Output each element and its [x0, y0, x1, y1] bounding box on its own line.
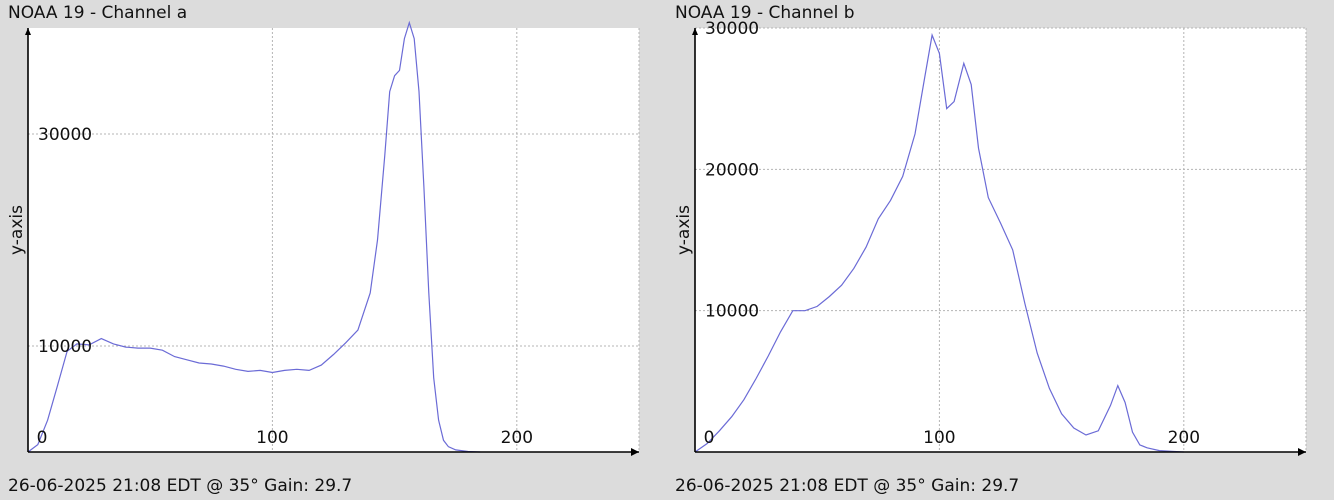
chart-b-plot-area [695, 28, 1306, 452]
chart-a-x-tick-label: 100 [256, 428, 288, 448]
chart-b-y-axis-label: y-axis [674, 205, 694, 255]
chart-b-footer: 26-06-2025 21:08 EDT @ 35° Gain: 29.7 [675, 476, 1020, 496]
chart-a-series-line [27, 20, 481, 453]
chart-a-x-tick-label: 0 [37, 428, 48, 448]
chart-b-y-tick-label: 10000 [705, 302, 759, 322]
chart-b-x-tick-label: 0 [704, 428, 715, 448]
chart-b-x-tick-label: 100 [923, 428, 955, 448]
chart-a-plot-area [28, 28, 639, 452]
chart-a-y-axis-arrow [25, 28, 31, 35]
chart-panel-channel-a: 0 100 200 10000 30000 y-axis NOAA 19 - Channe… [7, 3, 640, 496]
chart-a-y-tick-label: 30000 [38, 125, 92, 145]
chart-a-footer: 26-06-2025 21:08 EDT @ 35° Gain: 29.7 [8, 476, 353, 496]
chart-a-y-tick-label: 10000 [38, 337, 92, 357]
chart-b-y-axis-arrow [692, 28, 698, 35]
chart-a-x-axis-arrow [631, 448, 639, 456]
chart-a-svg: 0 100 200 10000 30000 y-axis [7, 20, 640, 456]
chart-b-title: NOAA 19 - Channel b [675, 3, 855, 23]
chart-b-series-line [694, 32, 1184, 453]
chart-b-y-tick-label: 20000 [705, 160, 759, 180]
chart-panel-channel-b: 0 100 200 10000 20000 30000 y-axis NOAA 19 - C… [667, 0, 1334, 500]
chart-a-title: NOAA 19 - Channel a [8, 3, 188, 23]
chart-a-y-axis-label: y-axis [7, 205, 27, 255]
chart-b-svg: 0 100 200 10000 20000 30000 y-axis [674, 19, 1307, 456]
chart-b-x-axis-arrow [1298, 448, 1306, 456]
chart-b-x-tick-label: 200 [1168, 428, 1200, 448]
chart-a-x-tick-label: 200 [501, 428, 533, 448]
chart-b-y-tick-label: 30000 [705, 19, 759, 39]
